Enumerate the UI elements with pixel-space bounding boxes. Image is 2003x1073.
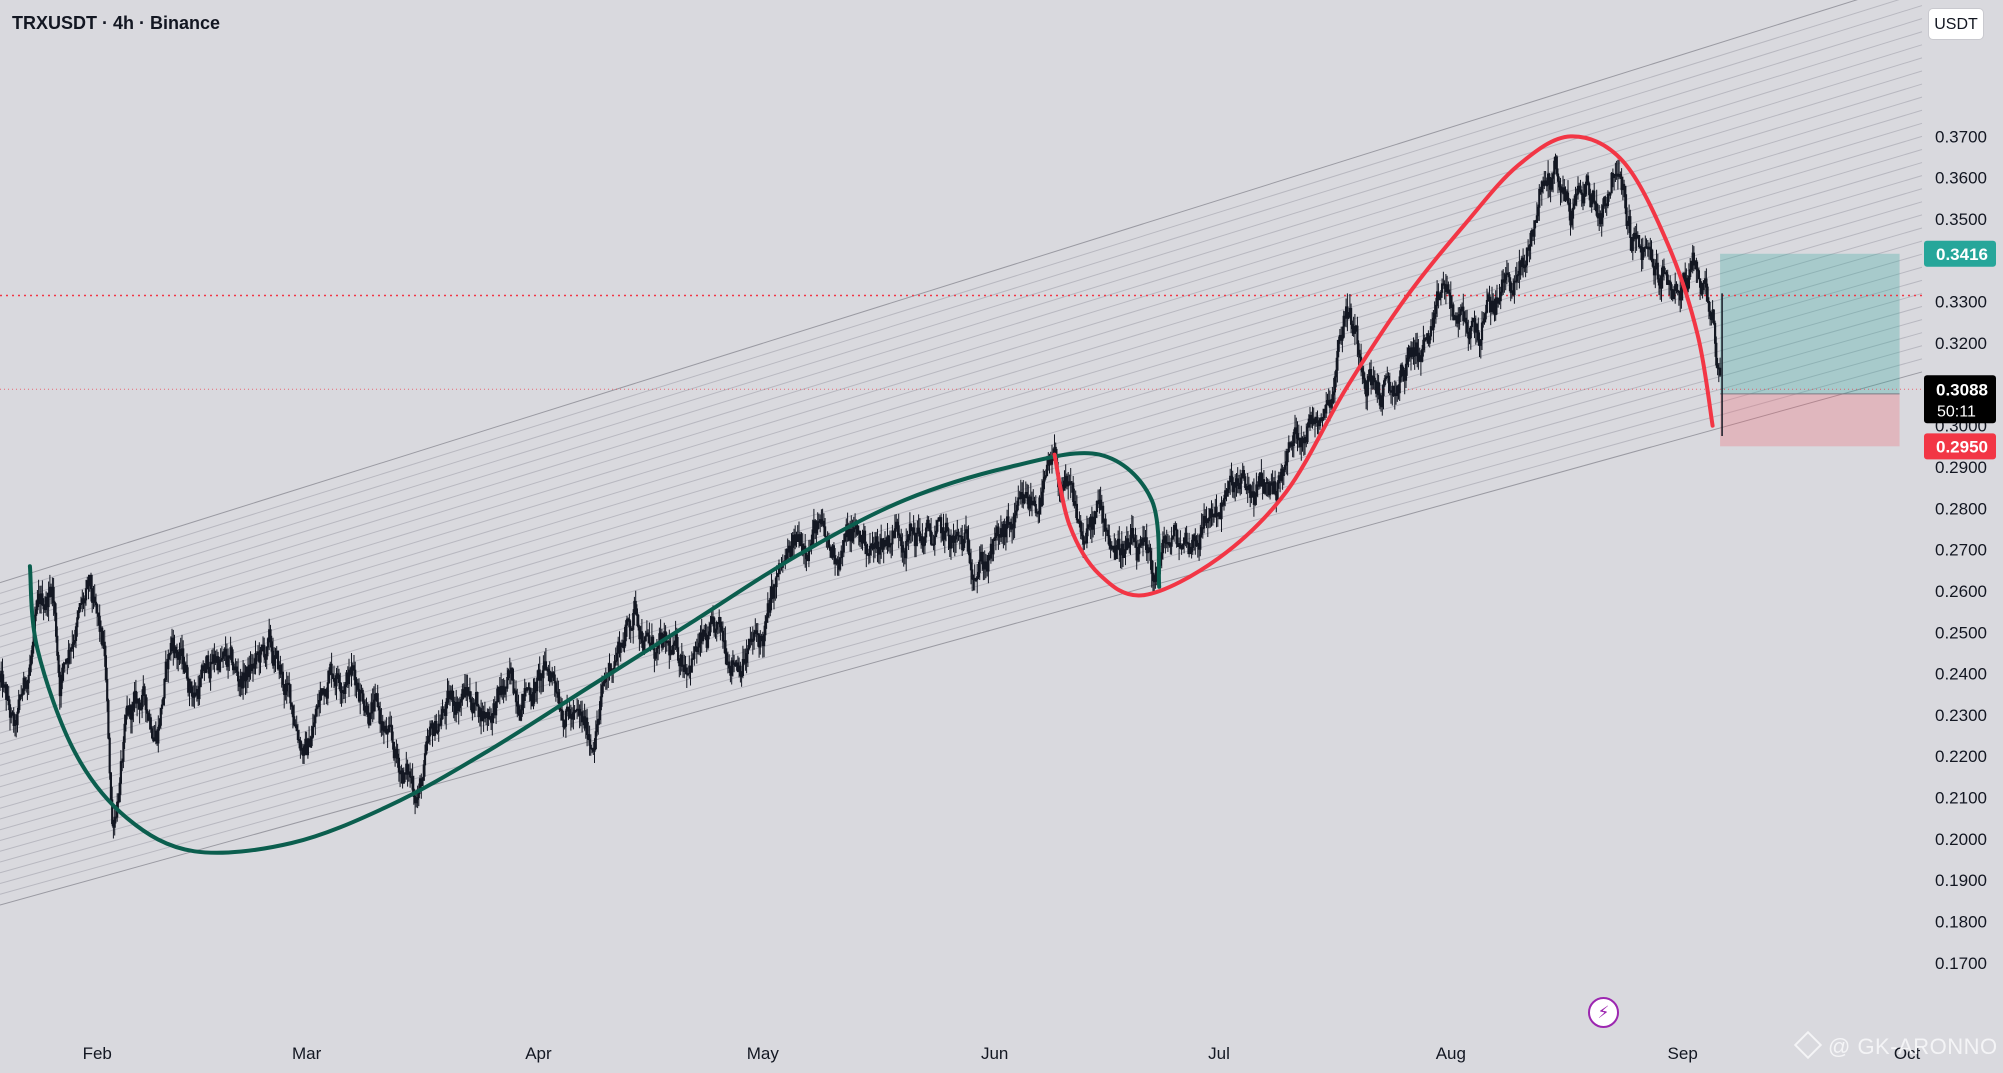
- price-badge-label: 0.3088: [1936, 380, 1988, 399]
- long-position-tool[interactable]: [1720, 253, 1900, 447]
- candlestick-series: [0, 153, 1723, 839]
- price-badge-label: 0.3416: [1936, 245, 1988, 264]
- time-tick-label: Aug: [1436, 1044, 1466, 1063]
- price-tick-label: 0.2100: [1935, 789, 1987, 808]
- channel-line: [0, 188, 1923, 756]
- price-tick-label: 0.3500: [1935, 210, 1987, 229]
- price-tick-label: 0.2000: [1935, 830, 1987, 849]
- channel-line: [0, 162, 1923, 734]
- curve-drawings[interactable]: [27, 134, 1715, 855]
- channel-line: [0, 292, 1923, 842]
- price-tick-label: 0.3600: [1935, 169, 1987, 188]
- channel-line: [0, 31, 1923, 627]
- time-tick-label: Feb: [83, 1044, 112, 1063]
- currency-button[interactable]: USDT: [1928, 8, 1984, 40]
- channel-line: [0, 83, 1923, 670]
- last-price-badge: [1924, 375, 1996, 424]
- channel-line: [0, 319, 1923, 863]
- stop-price-badge: [1924, 433, 1996, 460]
- time-axis[interactable]: Feb Mar Apr May Jun Jul Aug Sep Oct: [83, 1044, 1921, 1063]
- time-tick-label: May: [747, 1044, 780, 1063]
- stop-zone: [1720, 393, 1900, 447]
- price-tick-label: 0.2600: [1935, 582, 1987, 601]
- channel-line: [0, 175, 1923, 745]
- price-badge-label: 0.2950: [1936, 437, 1988, 456]
- channel-line: [0, 371, 1923, 906]
- horizontal-lines: [0, 294, 1922, 390]
- price-tick-label: 0.2800: [1935, 499, 1987, 518]
- channel-line: [0, 306, 1923, 852]
- price-tick-label: 0.1800: [1935, 913, 1987, 932]
- channel-line: [0, 135, 1923, 713]
- channel-line: [0, 240, 1923, 799]
- price-tick-label: 0.3200: [1935, 334, 1987, 353]
- channel-line: [0, 0, 1900, 594]
- price-badges: 0.3416 0.3088 50:11 0.2950: [1924, 240, 1996, 460]
- channel-line: [0, 358, 1923, 895]
- channel-line: [0, 70, 1923, 659]
- green-curve: [27, 451, 1162, 855]
- price-tick-label: 0.2900: [1935, 458, 1987, 477]
- profit-zone: [1720, 253, 1900, 394]
- time-tick-label: Sep: [1668, 1044, 1698, 1063]
- bar-countdown: 50:11: [1937, 403, 1976, 420]
- channel-line: [0, 279, 1923, 831]
- time-tick-label: Jun: [981, 1044, 1008, 1063]
- price-axis[interactable]: 0.37000.36000.35000.33000.32000.30000.29…: [1935, 127, 1987, 972]
- watermark: @ GK-ARONNO: [1793, 1030, 1998, 1060]
- time-tick-label: Oct: [1894, 1044, 1921, 1063]
- price-tick-label: 0.3700: [1935, 127, 1987, 146]
- red-curve: [1052, 134, 1715, 598]
- time-tick-label: Jul: [1208, 1044, 1230, 1063]
- channel-line: [0, 201, 1923, 766]
- time-tick-label: Apr: [525, 1044, 552, 1063]
- price-tick-label: 0.1700: [1935, 954, 1987, 973]
- price-tick-label: 0.1900: [1935, 871, 1987, 890]
- target-price-badge: [1924, 240, 1996, 267]
- price-tick-label: 0.2700: [1935, 541, 1987, 560]
- time-tick-label: Mar: [292, 1044, 322, 1063]
- price-tick-label: 0.2300: [1935, 706, 1987, 725]
- channel-line: [0, 18, 1923, 616]
- price-tick-label: 0.3300: [1935, 293, 1987, 312]
- symbol-title: TRXUSDT · 4h · Binance: [12, 13, 221, 33]
- price-tick-label: 0.2400: [1935, 665, 1987, 684]
- channel-line: [0, 57, 1923, 648]
- diamond-logo-icon: [1793, 1030, 1823, 1060]
- channel-line: [0, 149, 1923, 723]
- channel-line: [0, 5, 1923, 605]
- channel-line: [0, 96, 1923, 680]
- price-tick-label: 0.2500: [1935, 623, 1987, 642]
- price-tick-label: 0.2200: [1935, 747, 1987, 766]
- channel-line: [0, 0, 1858, 584]
- parallel-channel: [0, 0, 1923, 906]
- watermark-text: @ GK-ARONNO: [1828, 1034, 1998, 1059]
- lightning-bolt-icon[interactable]: ⚡: [1588, 997, 1619, 1028]
- candles: [0, 153, 1722, 839]
- channel-line: [0, 227, 1923, 788]
- channel-line: [0, 332, 1923, 874]
- channel-line: [0, 44, 1923, 637]
- channel-line: [0, 345, 1923, 885]
